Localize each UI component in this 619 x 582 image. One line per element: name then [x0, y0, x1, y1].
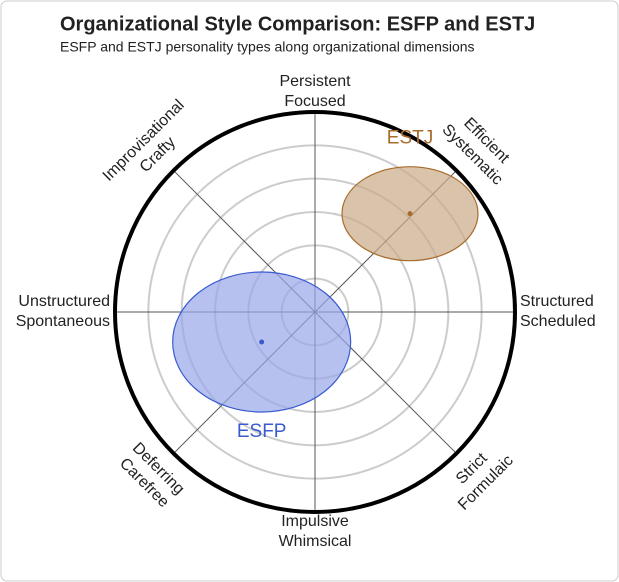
axis-label-line: Spontaneous: [16, 313, 110, 330]
axis-label: Unstructured Spontaneous: [16, 293, 110, 330]
axis-label: Impulsive Whimsical: [279, 513, 352, 550]
outer-ring: [113, 110, 517, 514]
series-label: ESFP: [237, 421, 287, 442]
axis-label-line: Focused: [284, 93, 345, 110]
axis-label-line: Scheduled: [520, 313, 596, 330]
axis-label-line: Structured: [520, 293, 594, 310]
axis-label-line: Whimsical: [279, 533, 352, 550]
center-point: [407, 211, 413, 217]
axis-label: Structured Scheduled: [520, 293, 596, 330]
axis-label-line: Persistent: [279, 73, 351, 90]
axis-label-line: Unstructured: [18, 293, 110, 310]
chart-title: Organizational Style Comparison: ESFP an…: [60, 13, 535, 35]
series-label: ESTJ: [387, 128, 433, 149]
axis-label-line: Impulsive: [281, 513, 349, 530]
chart-subtitle: ESFP and ESTJ personality types along or…: [60, 39, 475, 55]
axis-label: Persistent Focused: [279, 73, 351, 110]
center-point: [259, 339, 265, 345]
